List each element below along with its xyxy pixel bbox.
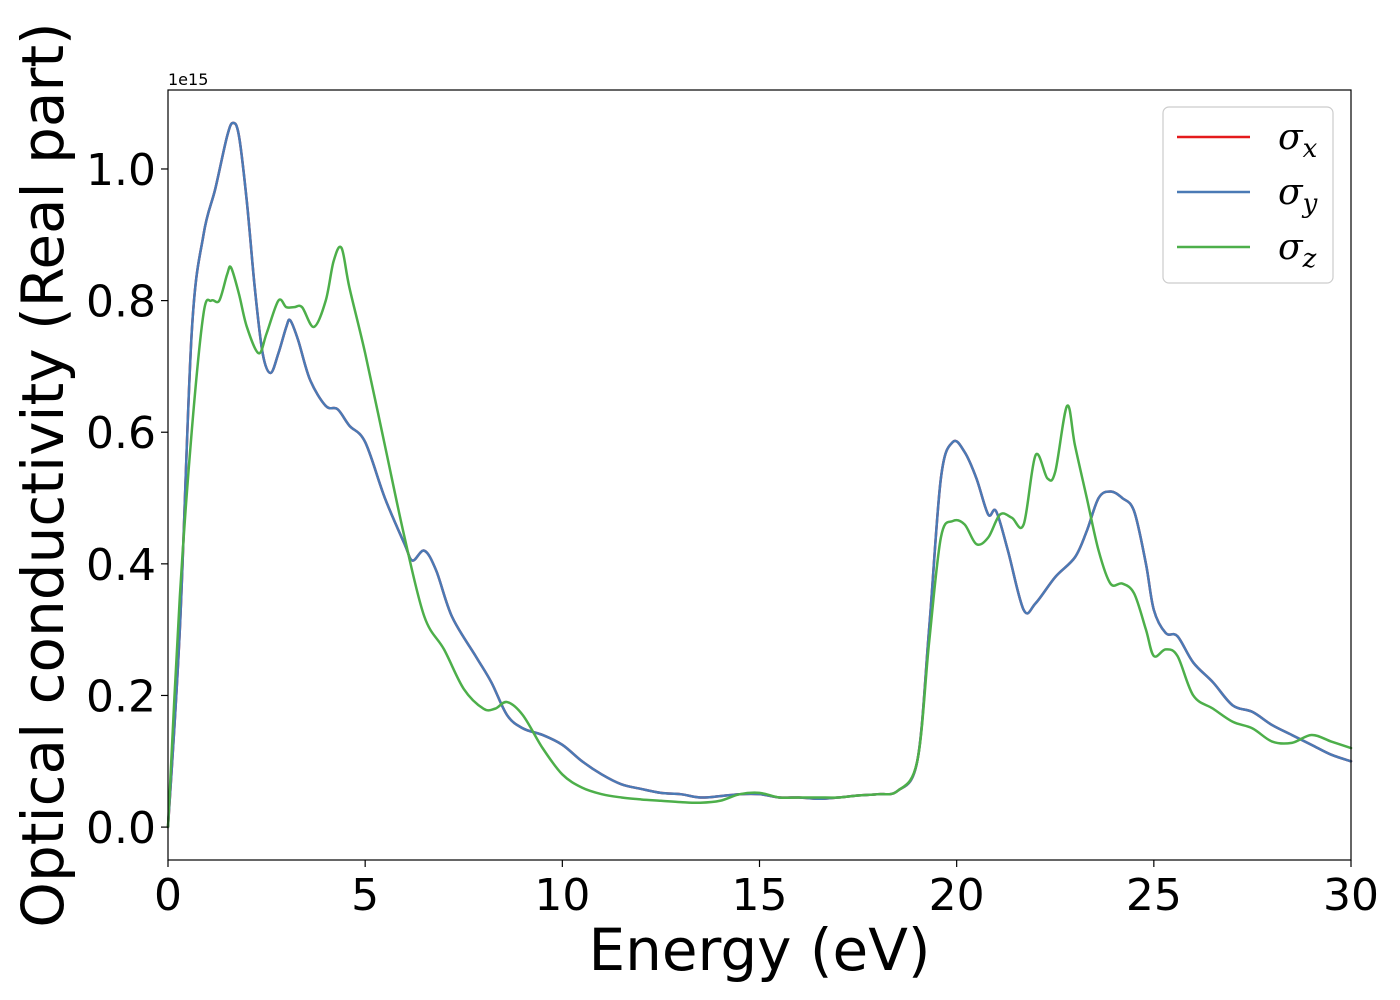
y-tick-label: 0.6 (86, 408, 156, 459)
legend-label-x: σx (1278, 117, 1318, 164)
x-tick-label: 20 (929, 870, 985, 921)
y-tick-label: 1.0 (86, 145, 156, 196)
plot-area (166, 89, 1353, 861)
x-tick-label: 5 (351, 870, 379, 921)
x-tick-label: 0 (154, 870, 182, 921)
x-tick-label: 25 (1126, 870, 1182, 921)
x-tick-label: 10 (534, 870, 590, 921)
y-tick-label: 0.0 (86, 803, 156, 854)
legend-label-y: σy (1278, 172, 1318, 219)
x-axis-ticks: 0 5 10 15 20 25 30 (154, 860, 1379, 921)
x-tick-label: 15 (732, 870, 788, 921)
x-tick-label: 30 (1323, 870, 1379, 921)
x-axis-label: Energy (eV) (588, 916, 930, 984)
y-axis-label: Optical conductivity (Real part) (9, 22, 77, 927)
y-offset-label: 1e15 (168, 70, 208, 89)
y-tick-label: 0.4 (86, 540, 156, 591)
series-line-y (166, 121, 1353, 829)
legend-subscript: x (1303, 134, 1318, 164)
series-layer (166, 121, 1353, 829)
legend-subscript: y (1302, 189, 1318, 219)
legend-subscript: z (1302, 244, 1317, 274)
legend-label-z: σz (1278, 227, 1317, 274)
y-tick-label: 0.2 (86, 671, 156, 722)
y-axis-ticks: 0.0 0.2 0.4 0.6 0.8 1.0 (86, 145, 168, 854)
legend-symbol: σ (1278, 172, 1304, 213)
series-line-z (166, 245, 1353, 829)
legend-symbol: σ (1278, 227, 1304, 268)
y-tick-label: 0.8 (86, 277, 156, 328)
legend-symbol: σ (1278, 117, 1304, 158)
legend-box (1162, 106, 1334, 284)
